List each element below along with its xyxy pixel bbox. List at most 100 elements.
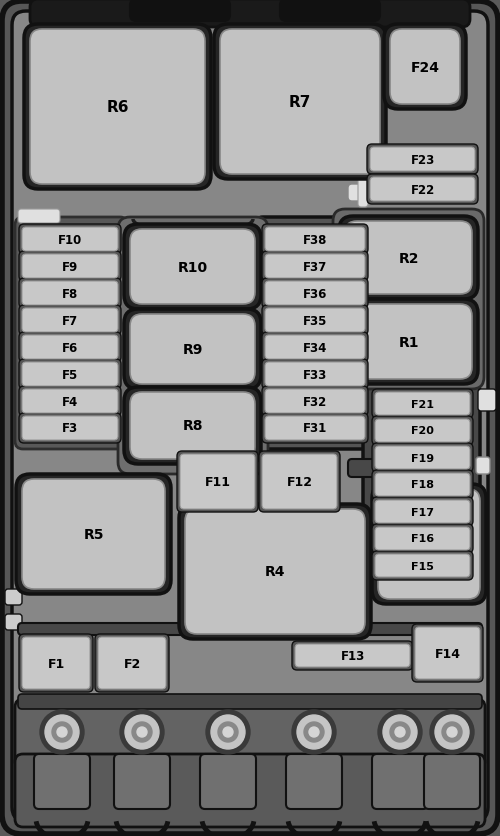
Text: F3: F3 [62,422,78,435]
Circle shape [297,715,331,749]
FancyBboxPatch shape [339,217,478,299]
FancyBboxPatch shape [185,509,365,635]
Text: F9: F9 [62,260,78,273]
Circle shape [218,722,238,742]
FancyBboxPatch shape [19,306,121,335]
FancyBboxPatch shape [22,335,118,359]
Text: F7: F7 [62,314,78,327]
FancyBboxPatch shape [19,278,121,308]
Circle shape [57,727,67,737]
FancyBboxPatch shape [18,210,60,224]
FancyBboxPatch shape [372,484,486,604]
FancyBboxPatch shape [19,225,121,255]
FancyBboxPatch shape [124,388,261,465]
Circle shape [211,715,245,749]
FancyBboxPatch shape [367,145,478,175]
FancyBboxPatch shape [333,210,484,390]
FancyBboxPatch shape [265,335,365,359]
FancyBboxPatch shape [262,414,368,443]
Text: F24: F24 [410,60,440,74]
FancyBboxPatch shape [415,627,480,679]
Text: F33: F33 [303,368,327,381]
Circle shape [223,727,233,737]
Text: F10: F10 [58,233,82,247]
Text: F12: F12 [286,476,312,488]
Text: F23: F23 [410,153,434,166]
FancyBboxPatch shape [348,460,380,477]
Text: R5: R5 [84,528,104,542]
FancyBboxPatch shape [265,308,365,333]
FancyBboxPatch shape [265,363,365,386]
FancyBboxPatch shape [19,252,121,282]
Text: F4: F4 [62,395,78,408]
FancyBboxPatch shape [295,645,410,667]
Text: F36: F36 [303,287,327,300]
FancyBboxPatch shape [22,390,118,414]
FancyBboxPatch shape [12,12,488,821]
Text: F31: F31 [303,422,327,435]
FancyBboxPatch shape [292,641,413,670]
FancyBboxPatch shape [262,225,368,255]
FancyBboxPatch shape [265,255,365,278]
FancyBboxPatch shape [22,255,118,278]
FancyBboxPatch shape [372,416,473,446]
FancyBboxPatch shape [358,148,368,208]
FancyBboxPatch shape [265,282,365,306]
Circle shape [383,715,417,749]
Circle shape [309,727,319,737]
Text: F11: F11 [204,476,231,488]
FancyBboxPatch shape [262,306,368,335]
Text: R1: R1 [398,335,419,349]
FancyBboxPatch shape [200,754,256,809]
FancyBboxPatch shape [372,497,473,527]
FancyBboxPatch shape [114,754,170,809]
FancyBboxPatch shape [476,457,490,475]
FancyBboxPatch shape [22,363,118,386]
FancyBboxPatch shape [372,471,473,499]
FancyBboxPatch shape [372,524,473,553]
FancyBboxPatch shape [265,416,365,441]
FancyBboxPatch shape [345,304,472,380]
FancyBboxPatch shape [24,25,211,190]
FancyBboxPatch shape [22,282,118,306]
Circle shape [430,710,474,754]
FancyBboxPatch shape [412,624,483,682]
Circle shape [388,185,402,199]
Text: R9: R9 [182,343,203,357]
FancyBboxPatch shape [372,390,473,419]
Circle shape [40,710,84,754]
FancyBboxPatch shape [22,416,118,441]
FancyBboxPatch shape [367,175,478,205]
FancyBboxPatch shape [262,252,368,282]
FancyBboxPatch shape [15,699,485,769]
FancyBboxPatch shape [130,0,230,22]
FancyBboxPatch shape [280,0,380,22]
Circle shape [45,715,79,749]
Circle shape [137,727,147,737]
FancyBboxPatch shape [130,314,255,385]
FancyBboxPatch shape [348,185,375,201]
FancyBboxPatch shape [5,614,22,630]
Text: F22: F22 [410,183,434,196]
Text: F2: F2 [124,657,140,670]
FancyBboxPatch shape [370,178,475,201]
FancyBboxPatch shape [19,414,121,443]
Text: F5: F5 [62,368,78,381]
FancyBboxPatch shape [179,504,371,640]
FancyBboxPatch shape [372,443,473,472]
Text: R2: R2 [398,251,419,265]
FancyBboxPatch shape [34,754,90,809]
FancyBboxPatch shape [262,333,368,363]
FancyBboxPatch shape [19,333,121,363]
FancyBboxPatch shape [98,637,166,689]
FancyBboxPatch shape [372,551,473,580]
FancyBboxPatch shape [95,635,169,692]
Text: F35: F35 [303,314,327,327]
Circle shape [292,710,336,754]
Text: F14: F14 [434,647,460,660]
FancyBboxPatch shape [286,754,342,809]
FancyBboxPatch shape [180,455,255,509]
FancyBboxPatch shape [124,225,261,309]
FancyBboxPatch shape [375,554,470,578]
Text: F13: F13 [340,650,364,662]
